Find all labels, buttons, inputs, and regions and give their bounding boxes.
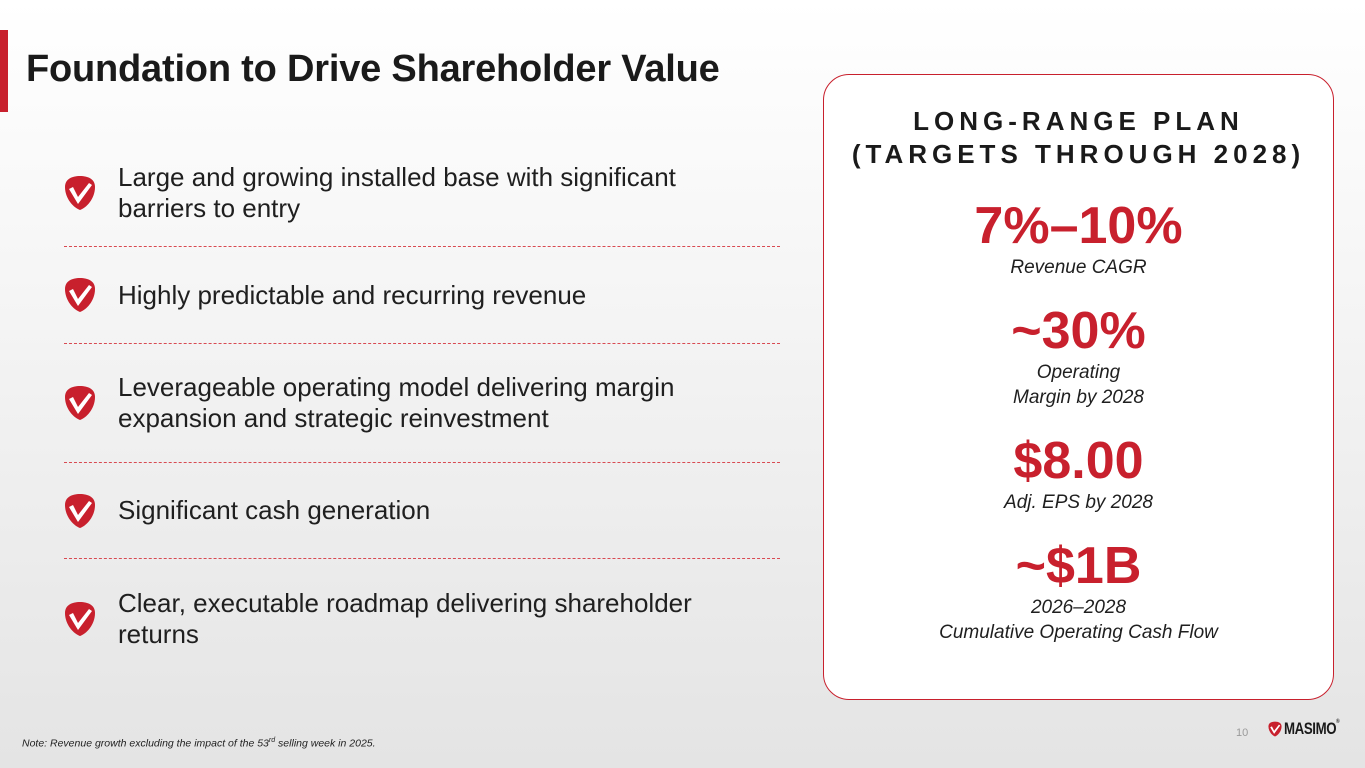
check-shield-icon (65, 278, 95, 312)
divider (64, 246, 780, 247)
divider (64, 462, 780, 463)
metric-label: Adj. EPS by 2028 (1004, 492, 1153, 513)
logo-text: MASIMO® (1284, 719, 1340, 739)
list-item-text: Clear, executable roadmap delivering sha… (118, 588, 692, 649)
divider (64, 343, 780, 344)
page-number: 10 (1236, 727, 1249, 739)
divider (64, 558, 780, 559)
long-range-plan-card: LONG-RANGE PLAN (TARGETS THROUGH 2028) 7… (823, 74, 1334, 700)
metric-value: ~30% (1011, 302, 1146, 360)
list-item: Highly predictable and recurring revenue (64, 247, 780, 343)
card-heading-line2: (TARGETS THROUGH 2028) (851, 139, 1306, 169)
footnote: Note: Revenue growth excluding the impac… (22, 737, 376, 750)
list-item: Large and growing installed base with si… (64, 140, 780, 246)
metric-value: 7%–10% (974, 197, 1183, 255)
metric-cash-flow: ~$1B 2026–2028 Cumulative Operating Cash… (824, 537, 1333, 645)
list-item-text: Leverageable operating model delivering … (118, 372, 675, 433)
list-item-text: Highly predictable and recurring revenue (118, 279, 587, 310)
list-item: Significant cash generation (64, 463, 780, 558)
footnote-suffix: selling week in 2025. (275, 737, 376, 750)
check-shield-icon (65, 602, 95, 636)
metric-label: Operating (1036, 362, 1121, 383)
metric-label: 2026–2028 (1030, 597, 1127, 618)
logo-wordmark: MASIMO (1284, 719, 1337, 738)
check-shield-icon (65, 493, 95, 528)
metric-adj-eps: $8.00 Adj. EPS by 2028 (824, 432, 1333, 515)
list-item: Clear, executable roadmap delivering sha… (64, 559, 780, 679)
footnote-prefix: Note: Revenue growth excluding the impac… (22, 737, 269, 750)
metric-operating-margin: ~30% Operating Margin by 2028 (824, 302, 1333, 410)
value-drivers-list: Large and growing installed base with si… (64, 140, 780, 679)
masimo-logo: MASIMO® (1268, 716, 1355, 742)
check-shield-icon (65, 386, 95, 420)
metric-label: Revenue CAGR (1010, 257, 1147, 278)
metric-revenue-cagr: 7%–10% Revenue CAGR (824, 197, 1333, 280)
card-heading-line1: LONG-RANGE PLAN (913, 106, 1244, 136)
title-accent-bar (0, 30, 8, 112)
footnote-sup: rd (268, 737, 276, 744)
metric-value: $8.00 (1013, 432, 1144, 490)
metric-value: ~$1B (1015, 537, 1142, 595)
list-item: Leverageable operating model delivering … (64, 344, 780, 462)
check-shield-icon (65, 176, 95, 210)
page-title: Foundation to Drive Shareholder Value (26, 48, 720, 90)
list-item-text: Large and growing installed base with si… (118, 162, 676, 223)
list-item-text: Significant cash generation (118, 495, 431, 525)
metric-label: Cumulative Operating Cash Flow (939, 622, 1218, 643)
card-heading: LONG-RANGE PLAN (TARGETS THROUGH 2028) (824, 105, 1333, 171)
metric-label: Margin by 2028 (1013, 387, 1144, 408)
logo-reg-mark: ® (1336, 719, 1340, 725)
masimo-logo-icon (1268, 721, 1282, 737)
